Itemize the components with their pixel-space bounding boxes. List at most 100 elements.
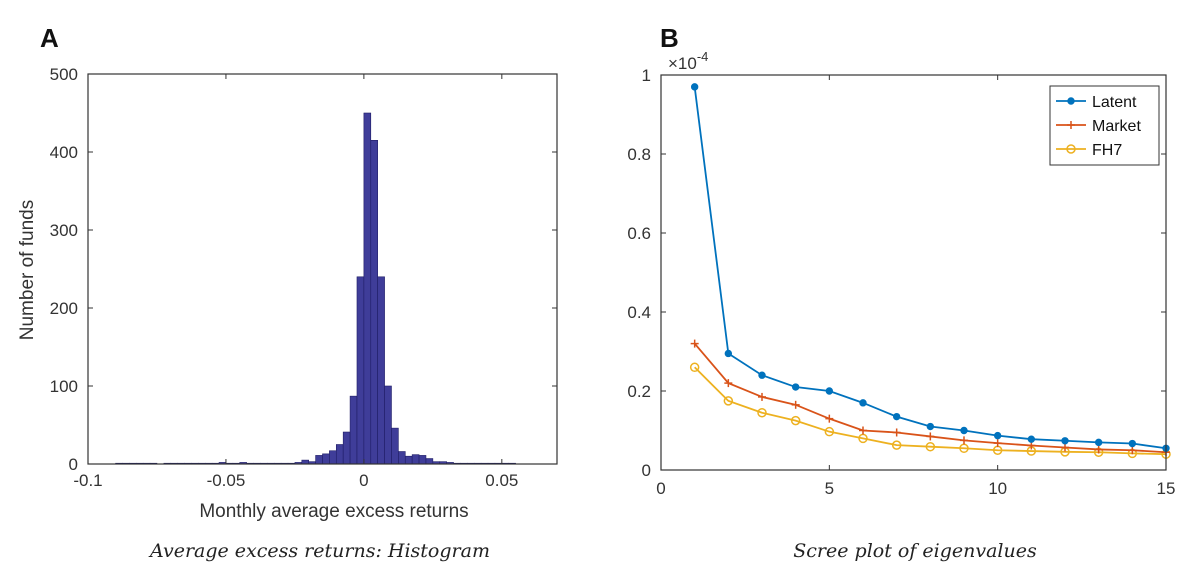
scale-label: ×10 (668, 54, 697, 73)
histogram-bar (342, 431, 351, 465)
series-point-fh7 (723, 396, 734, 406)
histogram-bar (425, 458, 434, 465)
histogram-bar (315, 455, 323, 465)
series-point-latent (724, 349, 733, 358)
legend-marker-fh7 (1066, 144, 1076, 154)
series-point-latent (859, 399, 867, 407)
series-point-fh7 (757, 407, 767, 418)
y-tick-label: 300 (50, 221, 78, 240)
series-point-latent (1061, 437, 1069, 445)
x-tick-label: 0.05 (485, 471, 518, 490)
scale-exponent: -4 (697, 49, 709, 64)
panel-a-letter: A (40, 23, 59, 53)
series-point-latent (926, 422, 935, 431)
histogram-bar (404, 455, 413, 465)
histogram-bar (377, 276, 385, 465)
x-tick-label: -0.1 (73, 471, 102, 490)
series-point-latent (791, 383, 800, 391)
series-point-market (892, 428, 901, 437)
histogram-bar (398, 451, 406, 465)
y-tick-label: 400 (50, 143, 78, 162)
series-point-market (1128, 446, 1137, 455)
histogram-bars (115, 112, 516, 465)
panel-a-x-axis-label: Monthly average excess returns (199, 501, 468, 522)
y-tick-label: 0.4 (627, 303, 651, 322)
series-point-latent (892, 412, 901, 421)
x-tick-label: 0 (656, 479, 665, 498)
legend-label-market: Market (1092, 118, 1141, 135)
legend-item-latent: Latent (1056, 94, 1137, 111)
x-tick-label: 5 (825, 479, 834, 498)
panel-b-axes-box (660, 74, 1167, 471)
histogram-bar (391, 427, 399, 465)
x-tick-label: -0.05 (207, 471, 246, 490)
histogram-bar (363, 112, 372, 465)
histogram-bar (370, 140, 378, 465)
panel-a-axes-box (87, 73, 558, 465)
histogram-bar (335, 444, 344, 465)
series-point-market (791, 400, 800, 409)
series-point-latent (1128, 439, 1137, 448)
series-point-fh7 (824, 426, 835, 437)
panel-a-histogram: A -0.1 -0.05 0 0.05 0 100 200 300 400 500 Monthl… (17, 23, 558, 562)
scree-lines (689, 83, 1171, 459)
legend-label-fh7: FH7 (1092, 142, 1122, 159)
series-point-latent (825, 387, 834, 395)
y-tick-label: 100 (50, 377, 78, 396)
series-point-market (825, 414, 834, 423)
series-point-market (1094, 445, 1103, 454)
legend-item-fh7: FH7 (1056, 142, 1122, 159)
series-point-fh7 (790, 415, 801, 426)
y-tick-label: 200 (50, 299, 78, 318)
x-tick-label: 10 (988, 479, 1007, 498)
panel-b-letter: B (660, 23, 679, 53)
series-point-market (926, 432, 935, 441)
series-point-market (859, 426, 867, 435)
y-tick-label: 0 (69, 455, 78, 474)
y-tick-label: 0 (642, 461, 651, 480)
x-tick-label: 0 (359, 471, 368, 490)
panel-b-scree-plot: B 0 5 10 15 0 0.2 0.4 0.6 0.8 1 ×10-4 Latent Mark… (627, 23, 1175, 562)
legend-marker-latent (1067, 97, 1075, 105)
y-tick-label: 1 (642, 66, 651, 85)
histogram-bar (349, 395, 358, 465)
y-tick-label: 0.8 (627, 145, 651, 164)
series-point-market (960, 436, 968, 445)
series-point-fh7 (891, 440, 902, 450)
y-tick-label: 0.6 (627, 224, 651, 243)
series-point-latent (1027, 435, 1036, 443)
series-point-market (690, 339, 699, 348)
histogram-bar (356, 276, 365, 465)
x-tick-label: 15 (1157, 479, 1176, 498)
series-point-latent (690, 83, 699, 91)
histogram-bar (384, 385, 392, 465)
panel-b-x-ticks: 0 5 10 15 (656, 75, 1175, 498)
series-point-fh7 (925, 441, 936, 452)
series-point-latent (758, 371, 766, 379)
histogram-bar (322, 453, 330, 465)
legend-item-market: Market (1056, 118, 1141, 135)
legend-marker-market (1067, 121, 1075, 129)
y-tick-label: 0.2 (627, 382, 651, 401)
y-tick-label: 500 (50, 65, 78, 84)
panel-a-y-ticks: 0 100 200 300 400 500 (50, 65, 557, 474)
panel-a-y-axis-label: Number of funds (17, 200, 38, 340)
panel-b-y-ticks: 0 0.2 0.4 0.6 0.8 1 (627, 66, 1166, 480)
series-point-latent (993, 431, 1002, 440)
series-point-market (758, 392, 766, 401)
panel-a-caption: Average excess returns: Histogram (148, 540, 490, 562)
series-point-market (724, 379, 733, 388)
panel-b-caption: Scree plot of eigenvalues (793, 540, 1037, 562)
panel-a-x-ticks: -0.1 -0.05 0 0.05 (73, 74, 518, 490)
panel-b-legend: Latent Market FH7 (1049, 85, 1160, 166)
series-point-fh7 (689, 362, 700, 373)
series-point-latent (1094, 438, 1103, 447)
histogram-bar (329, 450, 337, 465)
legend-label-latent: Latent (1092, 94, 1137, 111)
series-point-latent (960, 426, 968, 435)
histogram-bar (418, 455, 427, 465)
series-point-market (1061, 443, 1069, 452)
histogram-bar (411, 454, 420, 465)
series-line-fh7 (694, 366, 1167, 456)
